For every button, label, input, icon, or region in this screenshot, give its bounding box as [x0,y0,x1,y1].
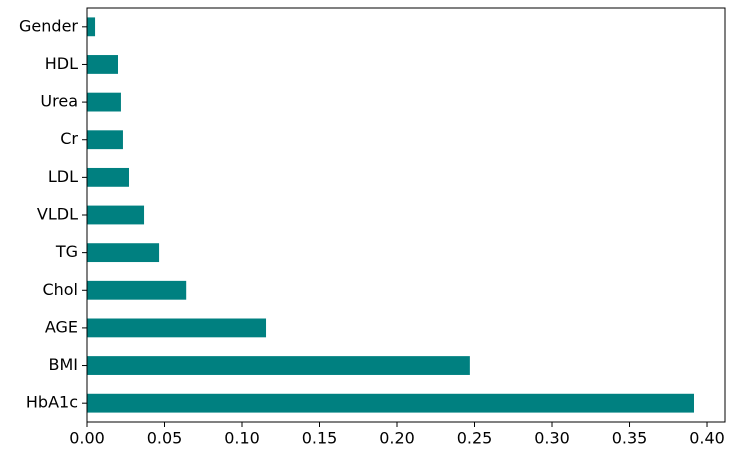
bar [87,318,267,338]
bar [87,17,96,37]
bar [87,130,123,150]
x-tick-label: 0.15 [302,429,338,448]
y-tick-label: Cr [60,129,78,148]
x-tick-label: 0.30 [534,429,570,448]
y-tick-label: HDL [45,54,78,73]
x-tick-label: 0.35 [612,429,648,448]
x-tick-label: 0.10 [224,429,260,448]
y-tick-label: VLDL [37,205,78,224]
bar [87,356,470,375]
x-tick-label: 0.20 [379,429,415,448]
bar [87,167,130,187]
x-tick-label: 0.00 [69,429,105,448]
y-tick-label: BMI [49,355,79,374]
x-tick-label: 0.40 [689,429,725,448]
x-tick-label: 0.25 [457,429,493,448]
bar [87,205,145,225]
y-tick-label: LDL [48,167,78,186]
bar [87,280,187,300]
bar [87,55,119,74]
x-tick-label: 0.05 [147,429,183,448]
bar [87,243,160,263]
y-tick-label: Urea [40,92,78,111]
y-tick-label: Chol [42,280,78,299]
y-tick-label: AGE [45,317,78,336]
plot-frame [86,7,726,423]
y-tick-label: Gender [19,16,78,35]
bar [87,92,121,112]
y-tick-label: TG [55,242,78,261]
y-tick-label: HbA1c [26,393,78,412]
bar [87,393,694,413]
